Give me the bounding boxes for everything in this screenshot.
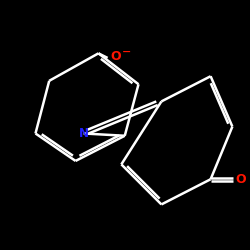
Text: O: O [110, 50, 121, 63]
Text: −: − [122, 47, 131, 57]
Text: O: O [236, 173, 246, 186]
Text: N: N [78, 127, 88, 140]
